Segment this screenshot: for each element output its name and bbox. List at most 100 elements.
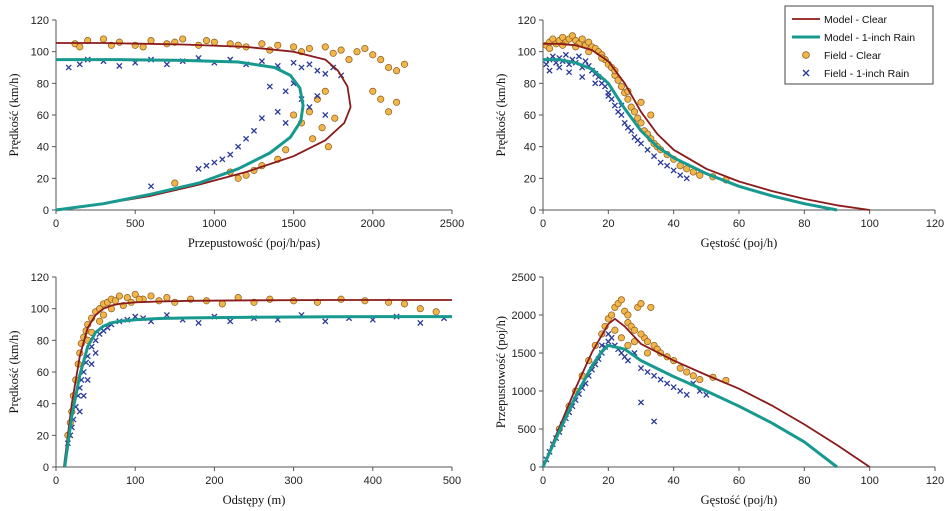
field-clear-point	[647, 303, 655, 311]
y-tick-label: 120	[31, 272, 49, 284]
y-tick-label: 120	[31, 15, 49, 27]
field-clear-point	[331, 114, 339, 122]
field-rain-point	[683, 175, 690, 182]
field-clear-point	[637, 119, 645, 127]
x-tick-label: 60	[733, 475, 745, 487]
field-clear-point	[568, 32, 576, 40]
y-tick-label: 80	[37, 335, 49, 347]
x-axis-label: Odstępy (m)	[223, 493, 286, 507]
y-tick-label: 100	[31, 47, 49, 59]
y-axis-label: Przepustowość (poj/h)	[494, 316, 508, 428]
field-rain-point	[651, 372, 658, 379]
field-clear-point	[171, 298, 179, 306]
x-tick-label: 100	[860, 218, 878, 230]
field-clear-point	[123, 294, 131, 302]
field-clear-point	[617, 334, 625, 342]
field-rain-point	[670, 384, 677, 391]
field-clear-point	[266, 295, 274, 303]
x-tick-label: 100	[126, 475, 144, 487]
field-rain-point	[618, 111, 625, 119]
x-tick-label: 1000	[202, 218, 226, 230]
y-tick-label: 0	[43, 205, 49, 217]
field-rain-point	[417, 319, 424, 326]
field-rain-point	[298, 64, 305, 71]
field-clear-point	[305, 108, 313, 116]
field-clear-point	[545, 44, 554, 53]
field-clear-point	[321, 87, 329, 95]
x-tick-label: 80	[798, 218, 810, 230]
y-tick-label: 1500	[512, 348, 536, 360]
field-rain-point	[88, 361, 95, 368]
field-rain-point	[76, 61, 83, 68]
model-rain-curve	[55, 58, 305, 212]
y-tick-label: 80	[37, 78, 49, 90]
field-clear-point	[337, 46, 345, 54]
y-tick-label: 40	[524, 142, 536, 154]
x-tick-label: 400	[364, 475, 382, 487]
field-rain-point	[219, 156, 226, 163]
field-clear-point	[147, 292, 155, 300]
x-tick-label: 300	[284, 475, 302, 487]
field-clear-point	[274, 41, 282, 49]
y-tick-label: 2500	[512, 272, 536, 284]
field-clear-point	[637, 300, 645, 308]
field-clear-point	[179, 35, 187, 43]
x-tick-label: 80	[798, 475, 810, 487]
field-rain-point	[116, 62, 123, 69]
field-clear-point	[131, 290, 139, 298]
field-clear-point	[400, 300, 409, 308]
field-clear-point	[96, 317, 104, 325]
field-rain-point	[677, 172, 684, 179]
field-clear-point	[630, 108, 639, 116]
field-clear-point	[643, 349, 652, 357]
field-rain-point	[677, 387, 684, 395]
field-clear-point	[393, 67, 401, 75]
legend-label: Field - Clear	[824, 50, 882, 62]
y-tick-label: 20	[524, 173, 536, 185]
field-clear-point	[432, 308, 440, 316]
field-rain-point	[605, 330, 612, 338]
field-rain-point	[657, 376, 664, 383]
field-clear-point	[637, 98, 645, 106]
field-clear-point	[99, 35, 108, 43]
field-rain-point	[637, 140, 645, 147]
field-clear-point	[578, 35, 586, 43]
field-rain-point	[235, 143, 242, 150]
field-rain-point	[592, 80, 599, 87]
field-clear-point	[234, 174, 242, 182]
model-clear-curve	[542, 317, 871, 468]
field-clear-point	[313, 95, 321, 103]
field-rain-point	[322, 111, 329, 119]
field-rain-point	[322, 318, 329, 325]
field-rain-point	[211, 159, 218, 166]
y-tick-label: 20	[37, 173, 49, 185]
chart-flow-speed: 0 20 40 60 80 100 120 0 500 1000 1500 2000 2500 Przep…	[7, 15, 464, 250]
field-clear-point	[637, 330, 645, 338]
x-tick-label: 2500	[440, 218, 464, 230]
field-rain-point	[250, 127, 258, 134]
chart-density-speed: 0 20 40 60 80 100 120 0 20 40 60 80 100 120 Gęstość (p…	[494, 15, 944, 250]
field-rain-point	[546, 67, 553, 74]
field-rain-point	[195, 319, 202, 326]
field-clear-point	[559, 33, 567, 41]
field-rain-point	[258, 58, 265, 65]
x-tick-label: 0	[540, 218, 546, 230]
field-rain-point	[243, 135, 250, 142]
y-tick-label: 60	[37, 110, 49, 122]
field-rain-point	[605, 92, 612, 100]
field-rain-point	[621, 119, 628, 126]
field-clear-point	[218, 300, 226, 308]
model-rain-curve	[543, 58, 838, 212]
field-rain-point	[602, 83, 609, 90]
y-tick-label: 0	[530, 462, 536, 474]
field-clear-point	[361, 44, 369, 53]
field-rain-point	[657, 159, 664, 166]
field-clear-point	[611, 326, 619, 334]
x-tick-label: 500	[443, 475, 461, 487]
field-rain-point	[76, 408, 83, 415]
field-clear-point	[683, 368, 691, 376]
field-rain-point	[92, 349, 99, 357]
x-tick-label: 40	[668, 475, 680, 487]
field-rain-point	[683, 391, 690, 398]
